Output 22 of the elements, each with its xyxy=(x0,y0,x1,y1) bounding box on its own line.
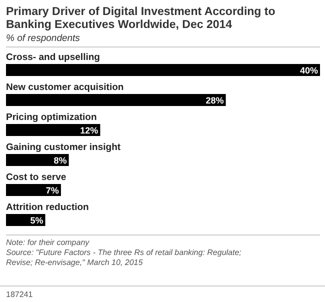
bar xyxy=(6,124,100,136)
y-tick-label: Cross- and upselling xyxy=(6,52,100,63)
y-tick-label: Gaining customer insight xyxy=(6,142,122,153)
data-label: 12% xyxy=(80,126,98,136)
text: 187241 xyxy=(6,290,34,299)
y-tick-label: Cost to serve xyxy=(6,172,66,183)
y-tick-label: Pricing optimization xyxy=(6,112,97,123)
bar xyxy=(6,154,69,166)
source-note: Source: "Future Factors - The three Rs of retail banking: Regulate; Revise; Re-envisage," March 10, 2015 xyxy=(6,248,242,267)
y-tick-label: Attrition reduction xyxy=(6,202,90,213)
bar xyxy=(6,184,61,196)
data-label: 28% xyxy=(206,96,224,106)
data-label: 7% xyxy=(46,186,59,196)
chart-title: Primary Driver of Digital Investment According to Banking Executives Worldwide, Dec 2014 xyxy=(6,6,276,31)
data-label: 40% xyxy=(300,66,318,76)
data-label: 5% xyxy=(30,216,44,226)
bar xyxy=(6,64,320,76)
text: Note: for their company xyxy=(6,238,90,247)
bar xyxy=(6,94,226,106)
chart-subtitle: % of respondents xyxy=(6,33,80,44)
data-label: 8% xyxy=(54,156,67,166)
y-tick-label: New customer acquisition xyxy=(6,82,124,93)
